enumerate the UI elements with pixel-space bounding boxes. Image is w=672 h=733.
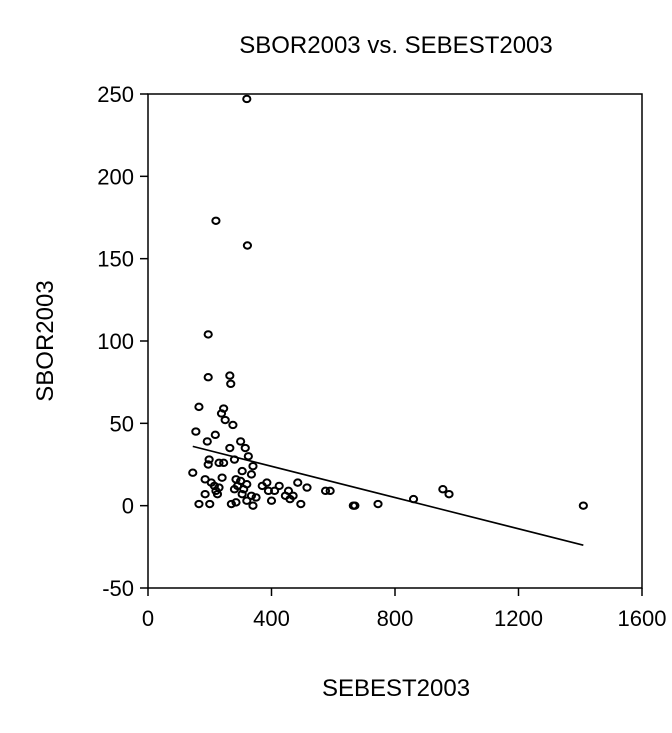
- y-tick-label: 200: [97, 164, 134, 189]
- x-tick-label: 1600: [618, 606, 667, 631]
- data-point: [217, 473, 227, 482]
- data-point: [229, 485, 240, 494]
- data-point: [320, 486, 331, 496]
- data-point: [220, 415, 230, 425]
- data-point: [231, 498, 241, 507]
- data-point: [274, 481, 284, 491]
- data-point: [188, 468, 198, 477]
- data-points: [188, 94, 588, 510]
- data-point: [226, 379, 236, 389]
- data-point: [200, 489, 210, 499]
- data-point: [242, 94, 252, 104]
- data-point: [237, 466, 247, 476]
- data-point: [251, 493, 261, 502]
- data-point: [438, 485, 448, 494]
- data-point: [325, 486, 335, 496]
- data-point: [296, 499, 306, 509]
- y-tick-label: 50: [110, 411, 134, 436]
- data-point: [209, 481, 219, 491]
- data-point: [246, 470, 257, 479]
- data-point: [191, 427, 201, 436]
- y-axis: -50 0 50 100 150 200 250: [97, 82, 148, 601]
- y-tick-label: 250: [97, 82, 134, 107]
- data-point: [214, 458, 224, 468]
- x-tick-label: 400: [253, 606, 290, 631]
- data-point: [242, 496, 252, 505]
- data-point: [202, 437, 212, 446]
- data-point: [408, 494, 419, 504]
- data-point: [226, 499, 236, 509]
- data-point: [243, 452, 253, 461]
- y-tick-label: 100: [97, 329, 134, 354]
- fit-line: [192, 445, 584, 546]
- data-point: [204, 455, 214, 464]
- x-axis: 0 400 800 1200 1600: [142, 588, 667, 631]
- data-point: [248, 501, 258, 510]
- data-point: [236, 437, 246, 446]
- data-point: [203, 460, 213, 469]
- data-point: [203, 330, 213, 339]
- x-axis-label: SEBEST2003: [322, 675, 470, 702]
- y-axis-label: SBOR2003: [32, 280, 59, 401]
- data-point: [373, 499, 383, 509]
- data-point: [263, 486, 274, 496]
- data-point: [228, 420, 238, 430]
- data-point: [444, 489, 454, 499]
- data-point: [239, 485, 249, 494]
- data-point: [210, 430, 220, 440]
- data-point: [194, 499, 204, 509]
- data-point: [211, 216, 221, 225]
- data-point: [246, 491, 257, 500]
- data-point: [219, 458, 229, 468]
- y-tick-label: -50: [102, 576, 134, 601]
- plot-frame: [147, 93, 643, 589]
- y-tick-label: 0: [122, 494, 134, 519]
- data-point: [240, 443, 250, 453]
- data-point: [194, 402, 204, 412]
- x-tick-label: 0: [142, 606, 154, 631]
- data-point: [578, 501, 588, 510]
- data-point: [266, 496, 277, 505]
- data-point: [237, 489, 247, 499]
- data-point: [225, 443, 235, 453]
- data-point: [242, 241, 253, 250]
- data-point: [225, 371, 235, 380]
- data-point: [293, 478, 303, 487]
- data-point: [350, 501, 360, 510]
- data-point: [257, 481, 267, 491]
- data-point: [248, 461, 258, 471]
- fit-line-group: [192, 445, 584, 546]
- y-tick-label: 150: [97, 247, 134, 272]
- data-point: [205, 499, 215, 509]
- data-point: [302, 483, 312, 492]
- data-point: [203, 373, 213, 382]
- data-point: [216, 409, 227, 418]
- data-point: [269, 486, 280, 496]
- chart-title: SBOR2003 vs. SEBEST2003: [239, 32, 553, 59]
- data-point: [229, 455, 240, 464]
- data-point: [285, 494, 295, 504]
- x-tick-label: 800: [377, 606, 414, 631]
- x-tick-label: 1200: [494, 606, 543, 631]
- data-point: [212, 489, 223, 499]
